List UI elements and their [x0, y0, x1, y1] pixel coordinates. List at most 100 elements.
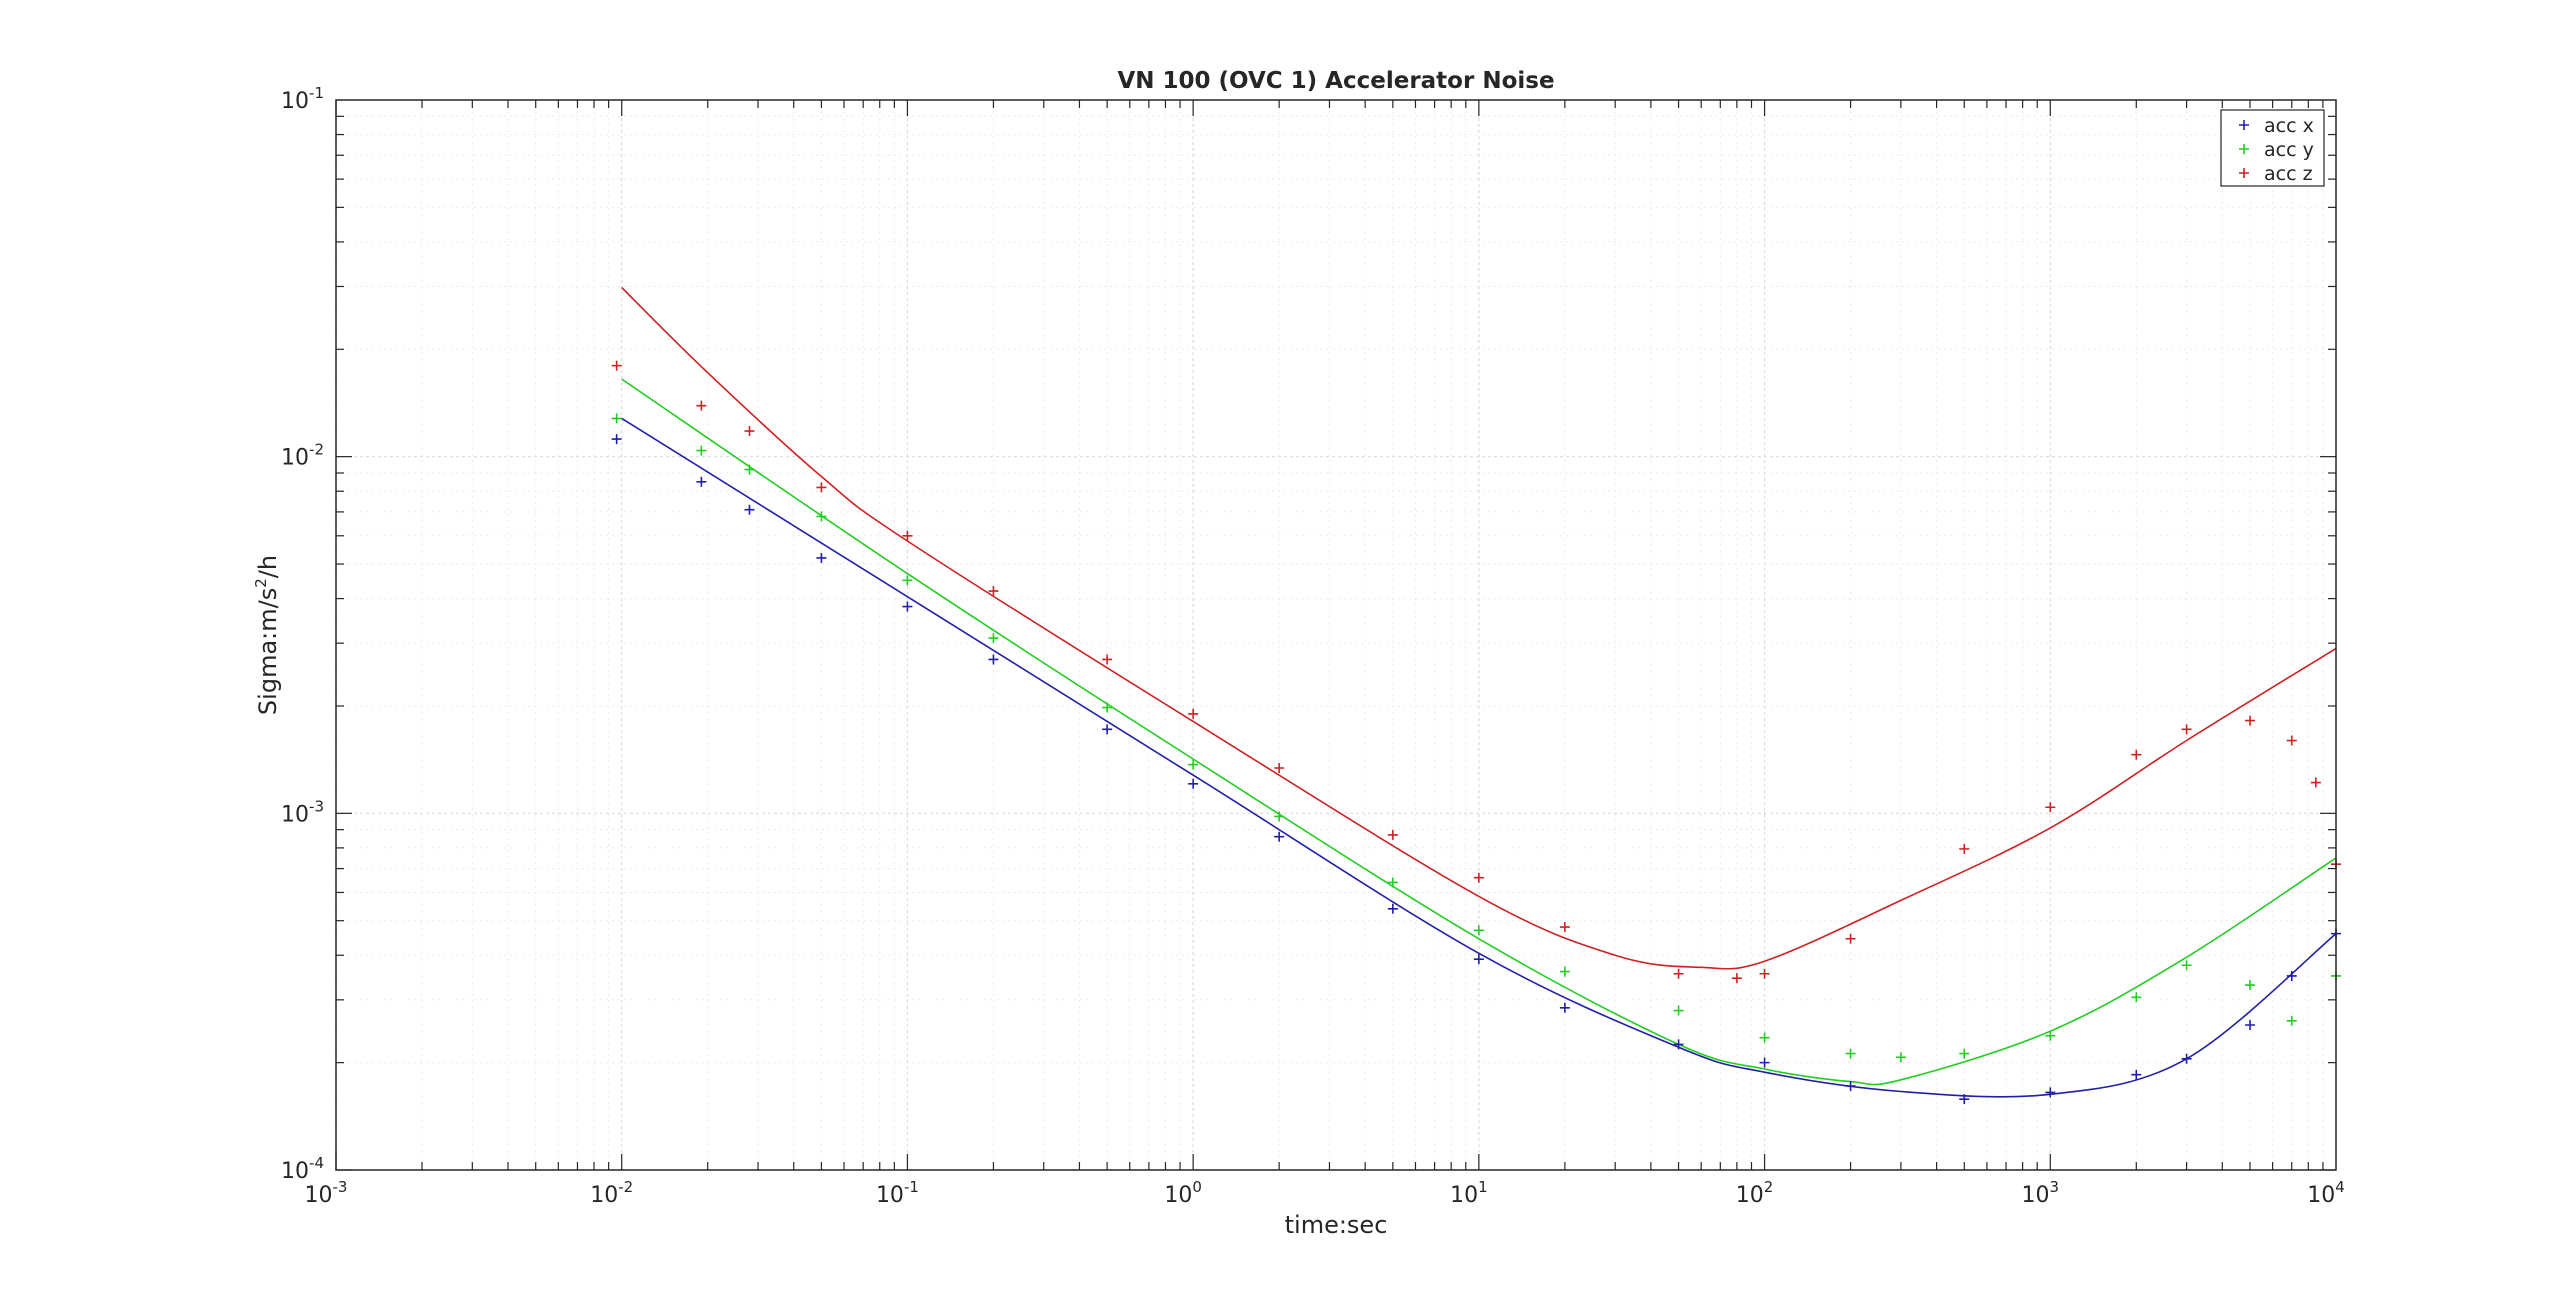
- data-point: [1473, 872, 1484, 883]
- x-tick-label-exponent: 0: [1192, 1178, 1202, 1196]
- chart-title: VN 100 (OVC 1) Accelerator Noise: [1117, 68, 1554, 94]
- data-point: [1673, 968, 1684, 979]
- y-tick-label: 10-2: [281, 441, 324, 471]
- legend-box: [2220, 109, 2325, 187]
- data-point: [2244, 980, 2255, 991]
- data-point: [1759, 968, 1770, 979]
- series-acc-z: [611, 360, 2341, 984]
- data-point: [1387, 829, 1398, 840]
- y-axis-label: Sigma:m/s2/h: [252, 555, 282, 715]
- data-point: [744, 426, 755, 437]
- y-tick-label-exponent: -3: [309, 797, 324, 815]
- legend-label: acc z: [2264, 163, 2313, 185]
- data-point: [2045, 1030, 2056, 1041]
- data-point: [2181, 724, 2192, 735]
- data-point: [2181, 960, 2192, 971]
- data-point: [696, 400, 707, 411]
- data-point: [1559, 966, 1570, 977]
- x-tick-label-base: 10: [1450, 1183, 1478, 1208]
- data-point: [2131, 992, 2142, 1003]
- data-point: [2310, 777, 2321, 788]
- data-point: [2286, 735, 2297, 746]
- x-tick-label-exponent: 1: [1478, 1178, 1488, 1196]
- data-point: [1274, 811, 1285, 822]
- y-axis-label-tail: /h: [254, 555, 282, 578]
- plot-frame: [335, 99, 2337, 1171]
- data-point: [1188, 778, 1199, 789]
- data-point: [2286, 1015, 2297, 1026]
- x-tick-label: 10-1: [876, 1178, 919, 1208]
- data-point: [1959, 1048, 1970, 1059]
- data-point: [1102, 654, 1113, 665]
- data-point: [816, 511, 827, 522]
- fit-line-acc-x: [621, 417, 2337, 1098]
- series-acc-y: [611, 413, 2341, 1063]
- fit-line-acc-z: [621, 286, 2337, 970]
- y-tick-label: 10-1: [281, 84, 324, 114]
- data-point: [1102, 702, 1113, 713]
- data-point: [1845, 933, 1856, 944]
- x-tick-label: 10-3: [305, 1178, 348, 1208]
- legend-marker: [2239, 144, 2249, 154]
- x-tick-label-base: 10: [305, 1183, 333, 1208]
- data-point: [1959, 1094, 1970, 1105]
- data-point: [1673, 1039, 1684, 1050]
- data-point: [2045, 802, 2056, 813]
- x-tick-label-base: 10: [1164, 1183, 1192, 1208]
- data-point: [988, 586, 999, 597]
- plot-area: [336, 100, 2336, 1170]
- data-point: [1188, 759, 1199, 770]
- data-point: [1274, 762, 1285, 773]
- legend-marker: [2239, 120, 2249, 130]
- data-point: [2181, 1053, 2192, 1064]
- data-point: [611, 434, 622, 445]
- data-point: [696, 445, 707, 456]
- y-tick-label: 10-4: [281, 1154, 324, 1184]
- y-tick-label-exponent: -2: [309, 441, 324, 459]
- data-point: [2131, 1069, 2142, 1080]
- x-tick-labels: 10-3 10-2 10-1 100 101 102 103 104: [305, 1178, 2345, 1208]
- x-tick-label-exponent: -3: [333, 1178, 348, 1196]
- data-point: [1387, 903, 1398, 914]
- axis-ticks: [335, 100, 2336, 1171]
- data-point: [902, 601, 913, 612]
- y-tick-label-base: 10: [281, 1159, 309, 1184]
- x-axis-label: time:sec: [1285, 1211, 1388, 1239]
- data-point: [1759, 1057, 1770, 1068]
- y-tick-label: 10-3: [281, 797, 324, 827]
- x-tick-label-exponent: 2: [1764, 1178, 1774, 1196]
- x-tick-label: 101: [1450, 1178, 1488, 1208]
- y-tick-label-base: 10: [281, 446, 309, 471]
- legend-label: acc x: [2264, 115, 2314, 137]
- x-tick-label: 100: [1164, 1178, 1202, 1208]
- data-point: [1673, 1005, 1684, 1016]
- y-axis-label-base: Sigma:m/s: [254, 588, 282, 715]
- data-point: [1559, 1002, 1570, 1013]
- y-tick-label-exponent: -1: [309, 84, 324, 102]
- data-point: [1473, 954, 1484, 965]
- data-point: [1473, 925, 1484, 936]
- data-point: [2244, 715, 2255, 726]
- data-point: [902, 575, 913, 586]
- y-axis-label-sup: 2: [252, 578, 270, 588]
- data-point: [1102, 724, 1113, 735]
- data-point: [2131, 749, 2142, 760]
- data-point: [1845, 1048, 1856, 1059]
- data-point: [1274, 831, 1285, 842]
- y-tick-label-base: 10: [281, 802, 309, 827]
- data-point: [1188, 708, 1199, 719]
- data-point: [816, 482, 827, 493]
- x-tick-label-base: 10: [876, 1183, 904, 1208]
- x-tick-label: 102: [1736, 1178, 1774, 1208]
- x-tick-label-base: 10: [1736, 1183, 1764, 1208]
- x-tick-label: 104: [2307, 1178, 2345, 1208]
- x-tick-label-base: 10: [2022, 1183, 2050, 1208]
- x-tick-label-base: 10: [2307, 1183, 2335, 1208]
- data-point: [2045, 1087, 2056, 1098]
- data-point: [988, 654, 999, 665]
- data-point: [744, 464, 755, 475]
- x-tick-label: 103: [2022, 1178, 2060, 1208]
- legend-label: acc y: [2264, 139, 2314, 161]
